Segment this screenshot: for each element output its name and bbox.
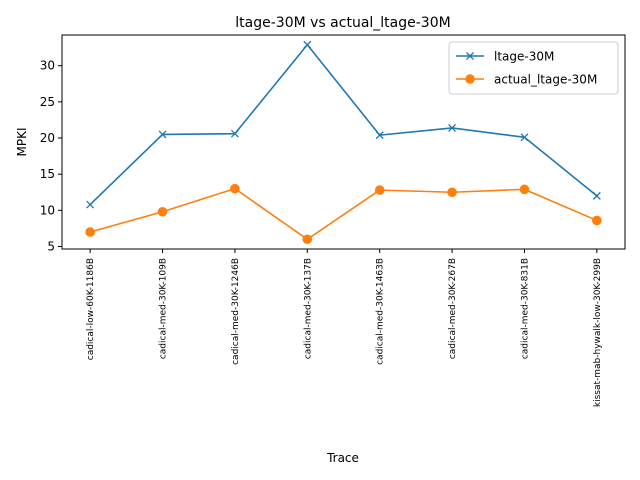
- y-tick-label: 25: [40, 95, 55, 109]
- data-point: [447, 187, 457, 198]
- series-line-2: [89, 187, 598, 241]
- x-tick-label: cadical-med-30K-137B: [303, 258, 313, 359]
- legend-item: actual_ltage-30M: [456, 73, 597, 87]
- y-axis-label: MPKI: [15, 128, 29, 157]
- data-point: [375, 131, 384, 140]
- x-tick-label: cadical-med-30K-1463B: [376, 258, 386, 365]
- legend-label: actual_ltage-30M: [494, 73, 597, 87]
- data-point: [519, 184, 530, 195]
- legend-item: ltage-30M: [456, 50, 554, 64]
- legend: ltage-30M actual_ltage-30M: [448, 41, 619, 95]
- y-tick-label: 20: [40, 131, 55, 145]
- legend-label: ltage-30M: [494, 50, 554, 64]
- data-point: [85, 227, 95, 237]
- x-axis-label: Trace: [326, 451, 359, 465]
- data-point: [230, 129, 239, 138]
- legend-marker: [466, 52, 474, 60]
- data-point: [157, 206, 168, 217]
- y-tick-label: 5: [47, 239, 55, 253]
- plot-frame: [61, 34, 626, 250]
- legend-marker: [465, 74, 475, 84]
- x-tick-label: kissat-mab-hywalk-low-30K-299B: [593, 258, 603, 407]
- y-tick-label: 15: [40, 167, 55, 181]
- series-line-1: [89, 43, 598, 206]
- data-point: [303, 40, 312, 49]
- plot-area: 5 10 15 20 25 30 cadical-low-60K-1186B cadical-…: [40, 40, 603, 407]
- y-tick-label: 10: [40, 203, 55, 217]
- data-point: [374, 185, 385, 195]
- data-point: [230, 183, 240, 194]
- data-point: [86, 200, 95, 209]
- data-point: [158, 130, 167, 139]
- x-tick-label: cadical-low-60K-1186B: [86, 258, 96, 360]
- data-point: [448, 123, 457, 132]
- legend-box: [448, 41, 619, 95]
- data-point: [520, 133, 529, 142]
- data-point: [592, 191, 601, 200]
- x-tick-label: cadical-med-30K-267B: [448, 258, 458, 359]
- y-tick-label: 30: [40, 59, 55, 73]
- data-point: [302, 234, 313, 245]
- chart-title: ltage-30M vs actual_ltage-30M: [235, 15, 450, 31]
- data-point: [592, 215, 602, 226]
- x-tick-label: cadical-med-30K-109B: [159, 258, 169, 359]
- x-tick-label: cadical-med-30K-1246B: [231, 258, 241, 365]
- x-tick-label: cadical-med-30K-831B: [520, 258, 530, 359]
